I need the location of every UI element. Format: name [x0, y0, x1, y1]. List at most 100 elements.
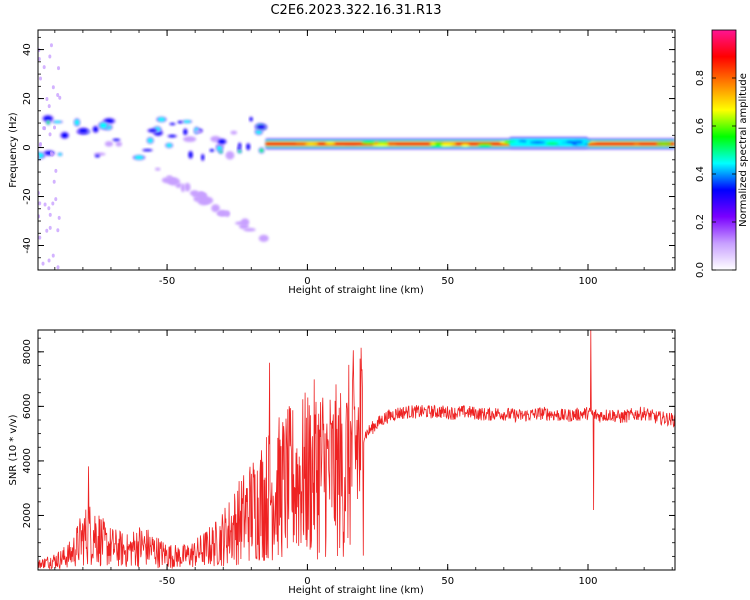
snr-line-layer — [38, 330, 675, 570]
spectrogram-ytick-label: 0 — [22, 144, 33, 150]
heatmap-feature-1-blob — [216, 138, 228, 145]
snr-xtick-label: 100 — [578, 576, 597, 587]
heatmap-feature-1-blob — [245, 142, 251, 151]
snr-axes: -50 0 50 100 2000 4000 6000 8000 — [22, 330, 675, 587]
heatmap-feature-2-blob — [197, 196, 210, 206]
colorbar: 0.0 0.2 0.4 0.6 0.8 Normalized spectral ampl… — [695, 29, 749, 278]
heatmap-feature-1-blob — [187, 150, 194, 160]
spectrogram-panel: -50 0 50 100 -40 -20 0 20 40 Height of straight … — [8, 29, 676, 296]
heatmap-feature-3 — [504, 136, 591, 149]
heatmap-faint-speck — [52, 179, 56, 184]
heatmap-feature-1-blob — [57, 152, 63, 157]
heatmap-feature-1-blob — [38, 151, 46, 160]
colorbar-tick-label: 0.6 — [695, 118, 706, 134]
spectrogram-xlabel: Height of straight line (km) — [288, 285, 424, 296]
heatmap-faint-speck — [54, 197, 58, 202]
heatmap-feature-2-blob — [258, 234, 269, 242]
heatmap-faint-speck — [49, 43, 53, 48]
spectrogram-xtick-label: 50 — [441, 276, 454, 287]
spectrogram-xtick-label: -50 — [159, 276, 175, 287]
heatmap-feature-1-blob — [146, 136, 155, 145]
heatmap-feature-2-blob — [217, 211, 230, 216]
heatmap-feature-1-blob — [237, 149, 243, 154]
snr-xlabel: Height of straight line (km) — [288, 585, 424, 596]
heatmap-feature-1-blob — [111, 138, 121, 142]
colorbar-ticks: 0.0 0.2 0.4 0.6 0.8 — [695, 70, 736, 278]
heatmap-faint-speck — [42, 65, 46, 70]
spectrogram-ytick-label: 20 — [22, 92, 33, 105]
spectrogram-heatmap — [38, 43, 675, 270]
spectrogram-background — [38, 30, 675, 270]
colorbar-tick-label: 0.2 — [695, 214, 706, 230]
heatmap-feature-2-blob — [243, 227, 256, 232]
heatmap-feature-1-blob — [218, 149, 224, 155]
figure-title: C2E6.2023.322.16.31.R13 — [270, 3, 441, 18]
heatmap-feature-1-blob — [200, 153, 205, 162]
heatmap-feature-2-blob — [184, 182, 191, 192]
heatmap-feature-1-blob — [51, 120, 64, 124]
heatmap-feature-0 — [265, 137, 675, 150]
snr-line — [38, 330, 675, 570]
heatmap-feature-1-blob — [104, 141, 114, 147]
spectrogram-axes: -50 0 50 100 -40 -20 0 20 40 — [22, 30, 675, 287]
heatmap-feature-1-blob — [115, 141, 123, 147]
heatmap-feature-1-blob — [177, 120, 184, 124]
colorbar-tick-label: 0.4 — [695, 166, 706, 182]
heatmap-faint-speck — [53, 125, 57, 130]
heatmap-feature-1-blob — [181, 119, 193, 124]
heatmap-faint-speck — [47, 206, 51, 211]
snr-ytick-label: 6000 — [22, 394, 33, 419]
heatmap-feature-1-blob — [255, 124, 267, 130]
heatmap-faint-speck — [58, 95, 62, 100]
heatmap-faint-speck — [38, 142, 42, 147]
heatmap-feature-1-blob — [141, 148, 154, 152]
spectrogram-ytick-label: -20 — [22, 188, 33, 204]
heatmap-faint-speck — [56, 228, 60, 233]
heatmap-faint-speck — [39, 76, 43, 81]
colorbar-tick-label: 0.0 — [695, 262, 706, 278]
spectrogram-ytick-label: -40 — [22, 237, 33, 253]
heatmap-faint-speck — [57, 215, 61, 220]
colorbar-label: Normalized spectral amplitude — [738, 73, 749, 227]
heatmap-faint-speck — [51, 201, 55, 206]
spectrogram-ylabel: Frequency (Hz) — [8, 112, 19, 188]
heatmap-faint-speck — [54, 168, 58, 173]
colorbar-tick-label: 0.8 — [695, 70, 706, 86]
heatmap-faint-speck — [48, 212, 52, 217]
heatmap-feature-1-blob — [168, 122, 176, 126]
heatmap-faint-speck — [51, 253, 55, 258]
heatmap-faint-speck — [38, 201, 42, 206]
snr-xtick-label: 0 — [304, 576, 310, 587]
heatmap-faint-speck — [48, 132, 52, 137]
heatmap-feature-1-blob — [230, 130, 238, 135]
heatmap-feature-1-blob — [164, 142, 174, 149]
heatmap-faint-speck — [38, 235, 42, 240]
heatmap-feature-1-blob — [194, 129, 203, 134]
heatmap-faint-speck — [38, 56, 41, 61]
heatmap-feature-1-blob — [248, 116, 254, 122]
heatmap-faint-speck — [49, 151, 53, 156]
heatmap-feature-2-blob — [154, 167, 161, 171]
heatmap-faint-speck — [43, 126, 47, 131]
heatmap-feature-1-blob — [182, 128, 188, 136]
heatmap-feature-1-blob — [258, 147, 265, 154]
heatmap-faint-speck — [38, 214, 41, 219]
heatmap-faint-speck — [57, 66, 61, 71]
heatmap-faint-speck — [48, 54, 52, 59]
spectrogram-frame — [37, 29, 676, 271]
heatmap-feature-1-blob — [225, 151, 235, 160]
heatmap-feature-2-blob — [180, 183, 186, 193]
snr-ylabel: SNR (10 * v/v) — [8, 414, 19, 485]
heatmap-feature-1-blob — [155, 116, 167, 123]
heatmap-faint-speck — [48, 225, 52, 230]
heatmap-feature-1-blob — [209, 148, 215, 153]
heatmap-feature-1-blob — [94, 154, 101, 158]
heatmap-feature-2-blob — [239, 223, 249, 230]
snr-xtick-label: -50 — [159, 576, 175, 587]
colorbar-frame — [711, 29, 737, 271]
heatmap-faint-speck — [45, 96, 49, 101]
heatmap-feature-1-blob — [146, 128, 159, 133]
heatmap-faint-speck — [45, 228, 49, 233]
heatmap-faint-speck — [47, 104, 51, 109]
heatmap-feature-1-blob — [132, 154, 146, 161]
